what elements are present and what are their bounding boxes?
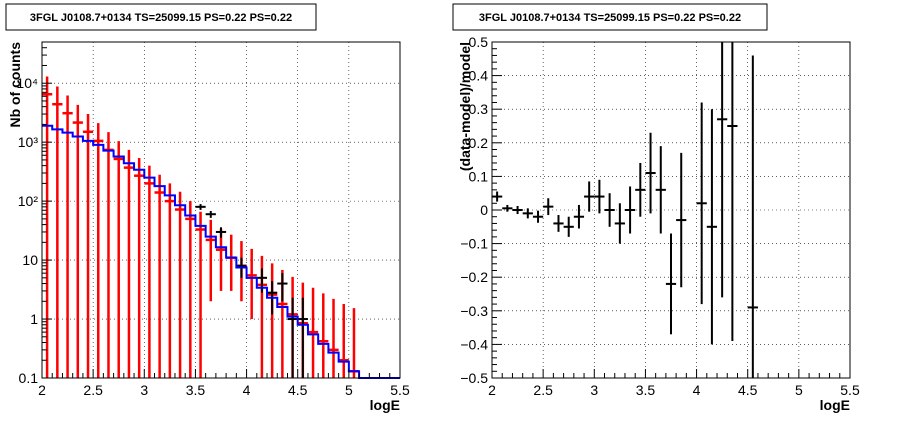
residual-title-box — [452, 3, 768, 31]
counts-y-tick-label: 1 — [30, 311, 38, 327]
counts-panel: 3FGL J0108.7+0134 TS=25099.15 PS=0.22 PS… — [5, 3, 410, 413]
residual-x-tick-label: 2.5 — [533, 382, 553, 398]
residual-x-tick-label: 5 — [795, 382, 803, 398]
residual-x-tick-label: 4 — [693, 382, 701, 398]
residual-x-tick-label: 5.5 — [840, 382, 860, 398]
residual-y-tick-label: −0.1 — [460, 236, 488, 252]
residual-grid — [492, 42, 850, 378]
residual-axes: 2 2.5 3 3.5 4 4.5 5 5.5 −0.5 −0.4 −0.3 −0.2 −0.1 0 0.1… — [460, 34, 860, 398]
residual-y-tick-label: 0.5 — [469, 34, 489, 50]
counts-y-tick-label: 10⁴ — [16, 75, 38, 91]
residual-x-tick-label: 3 — [590, 382, 598, 398]
residual-panel: 3FGL J0108.7+0134 TS=25099.15 PS=0.22 PS… — [452, 3, 860, 413]
counts-y-tick-label: 10³ — [18, 134, 39, 150]
counts-y-tick-label: 10² — [18, 193, 39, 209]
residual-x-tick-label: 2 — [488, 382, 496, 398]
counts-plot-area — [42, 76, 400, 379]
counts-x-tick-label: 4.5 — [288, 382, 308, 398]
counts-x-tick-label: 4 — [243, 382, 251, 398]
counts-title: 3FGL J0108.7+0134 TS=25099.15 PS=0.22 PS… — [30, 12, 292, 24]
residual-y-tick-label: 0 — [480, 202, 488, 218]
counts-x-tick-label: 3 — [140, 382, 148, 398]
counts-y-tick-label: 10 — [22, 252, 38, 268]
residual-y-tick-label: −0.4 — [460, 336, 488, 352]
residual-y-tick-label: −0.3 — [460, 303, 488, 319]
residual-y-tick-label: 0.4 — [469, 68, 489, 84]
residual-x-tick-label: 4.5 — [738, 382, 758, 398]
counts-x-tick-label: 2.5 — [83, 382, 103, 398]
residual-y-tick-label: 0.2 — [469, 135, 489, 151]
residual-y-tick-label: 0.1 — [469, 168, 489, 184]
residual-y-tick-label: −0.2 — [460, 269, 488, 285]
residual-y-tick-label: −0.5 — [460, 370, 488, 386]
counts-y-label: Nb of counts — [7, 42, 23, 128]
counts-x-tick-label: 2 — [38, 382, 46, 398]
counts-axes: 2 2.5 3 3.5 4 4.5 5 5.5 0.1 1 10 10² 10³ 10⁴ — [16, 41, 410, 398]
counts-title-box — [5, 3, 317, 31]
residual-x-tick-label: 3.5 — [636, 382, 656, 398]
counts-x-tick-label: 5 — [345, 382, 353, 398]
residual-x-label: logE — [820, 397, 850, 413]
counts-histogram-line — [42, 124, 400, 379]
residual-plot-area — [492, 42, 758, 378]
residual-y-label: (data-model)/model — [457, 42, 473, 171]
counts-grid — [42, 42, 400, 378]
counts-x-tick-label: 3.5 — [186, 382, 206, 398]
residual-y-tick-label: 0.3 — [469, 101, 489, 117]
counts-y-tick-label: 0.1 — [19, 370, 39, 386]
counts-x-tick-label: 5.5 — [390, 382, 410, 398]
counts-x-label: logE — [370, 397, 400, 413]
residual-title: 3FGL J0108.7+0134 TS=25099.15 PS=0.22 PS… — [479, 12, 741, 24]
